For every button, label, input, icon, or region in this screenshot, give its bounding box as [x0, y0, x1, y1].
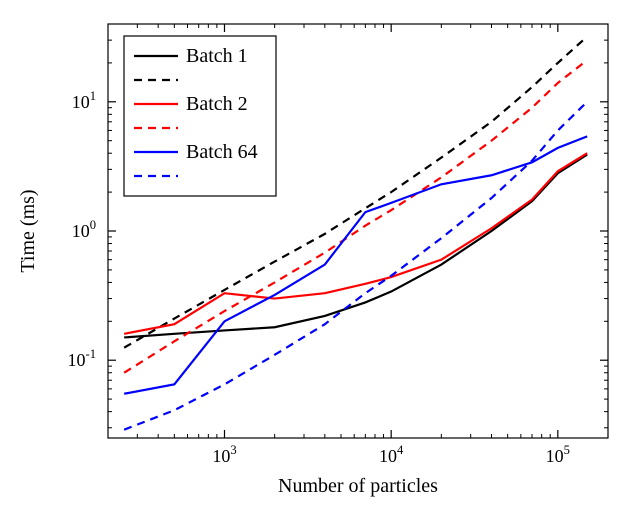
legend-label: Batch 64 [186, 141, 258, 163]
legend-label: Batch 1 [186, 45, 248, 67]
legend: Batch 1 Batch 2 Batch 64 [124, 36, 276, 196]
legend-label: Batch 2 [186, 93, 248, 115]
x-axis-label: Number of particles [278, 475, 438, 497]
y-axis-label: Time (ms) [17, 189, 39, 272]
chart-container: 10310410510-1100101Number of particlesTi… [0, 0, 640, 514]
line-chart: 10310410510-1100101Number of particlesTi… [0, 0, 640, 514]
